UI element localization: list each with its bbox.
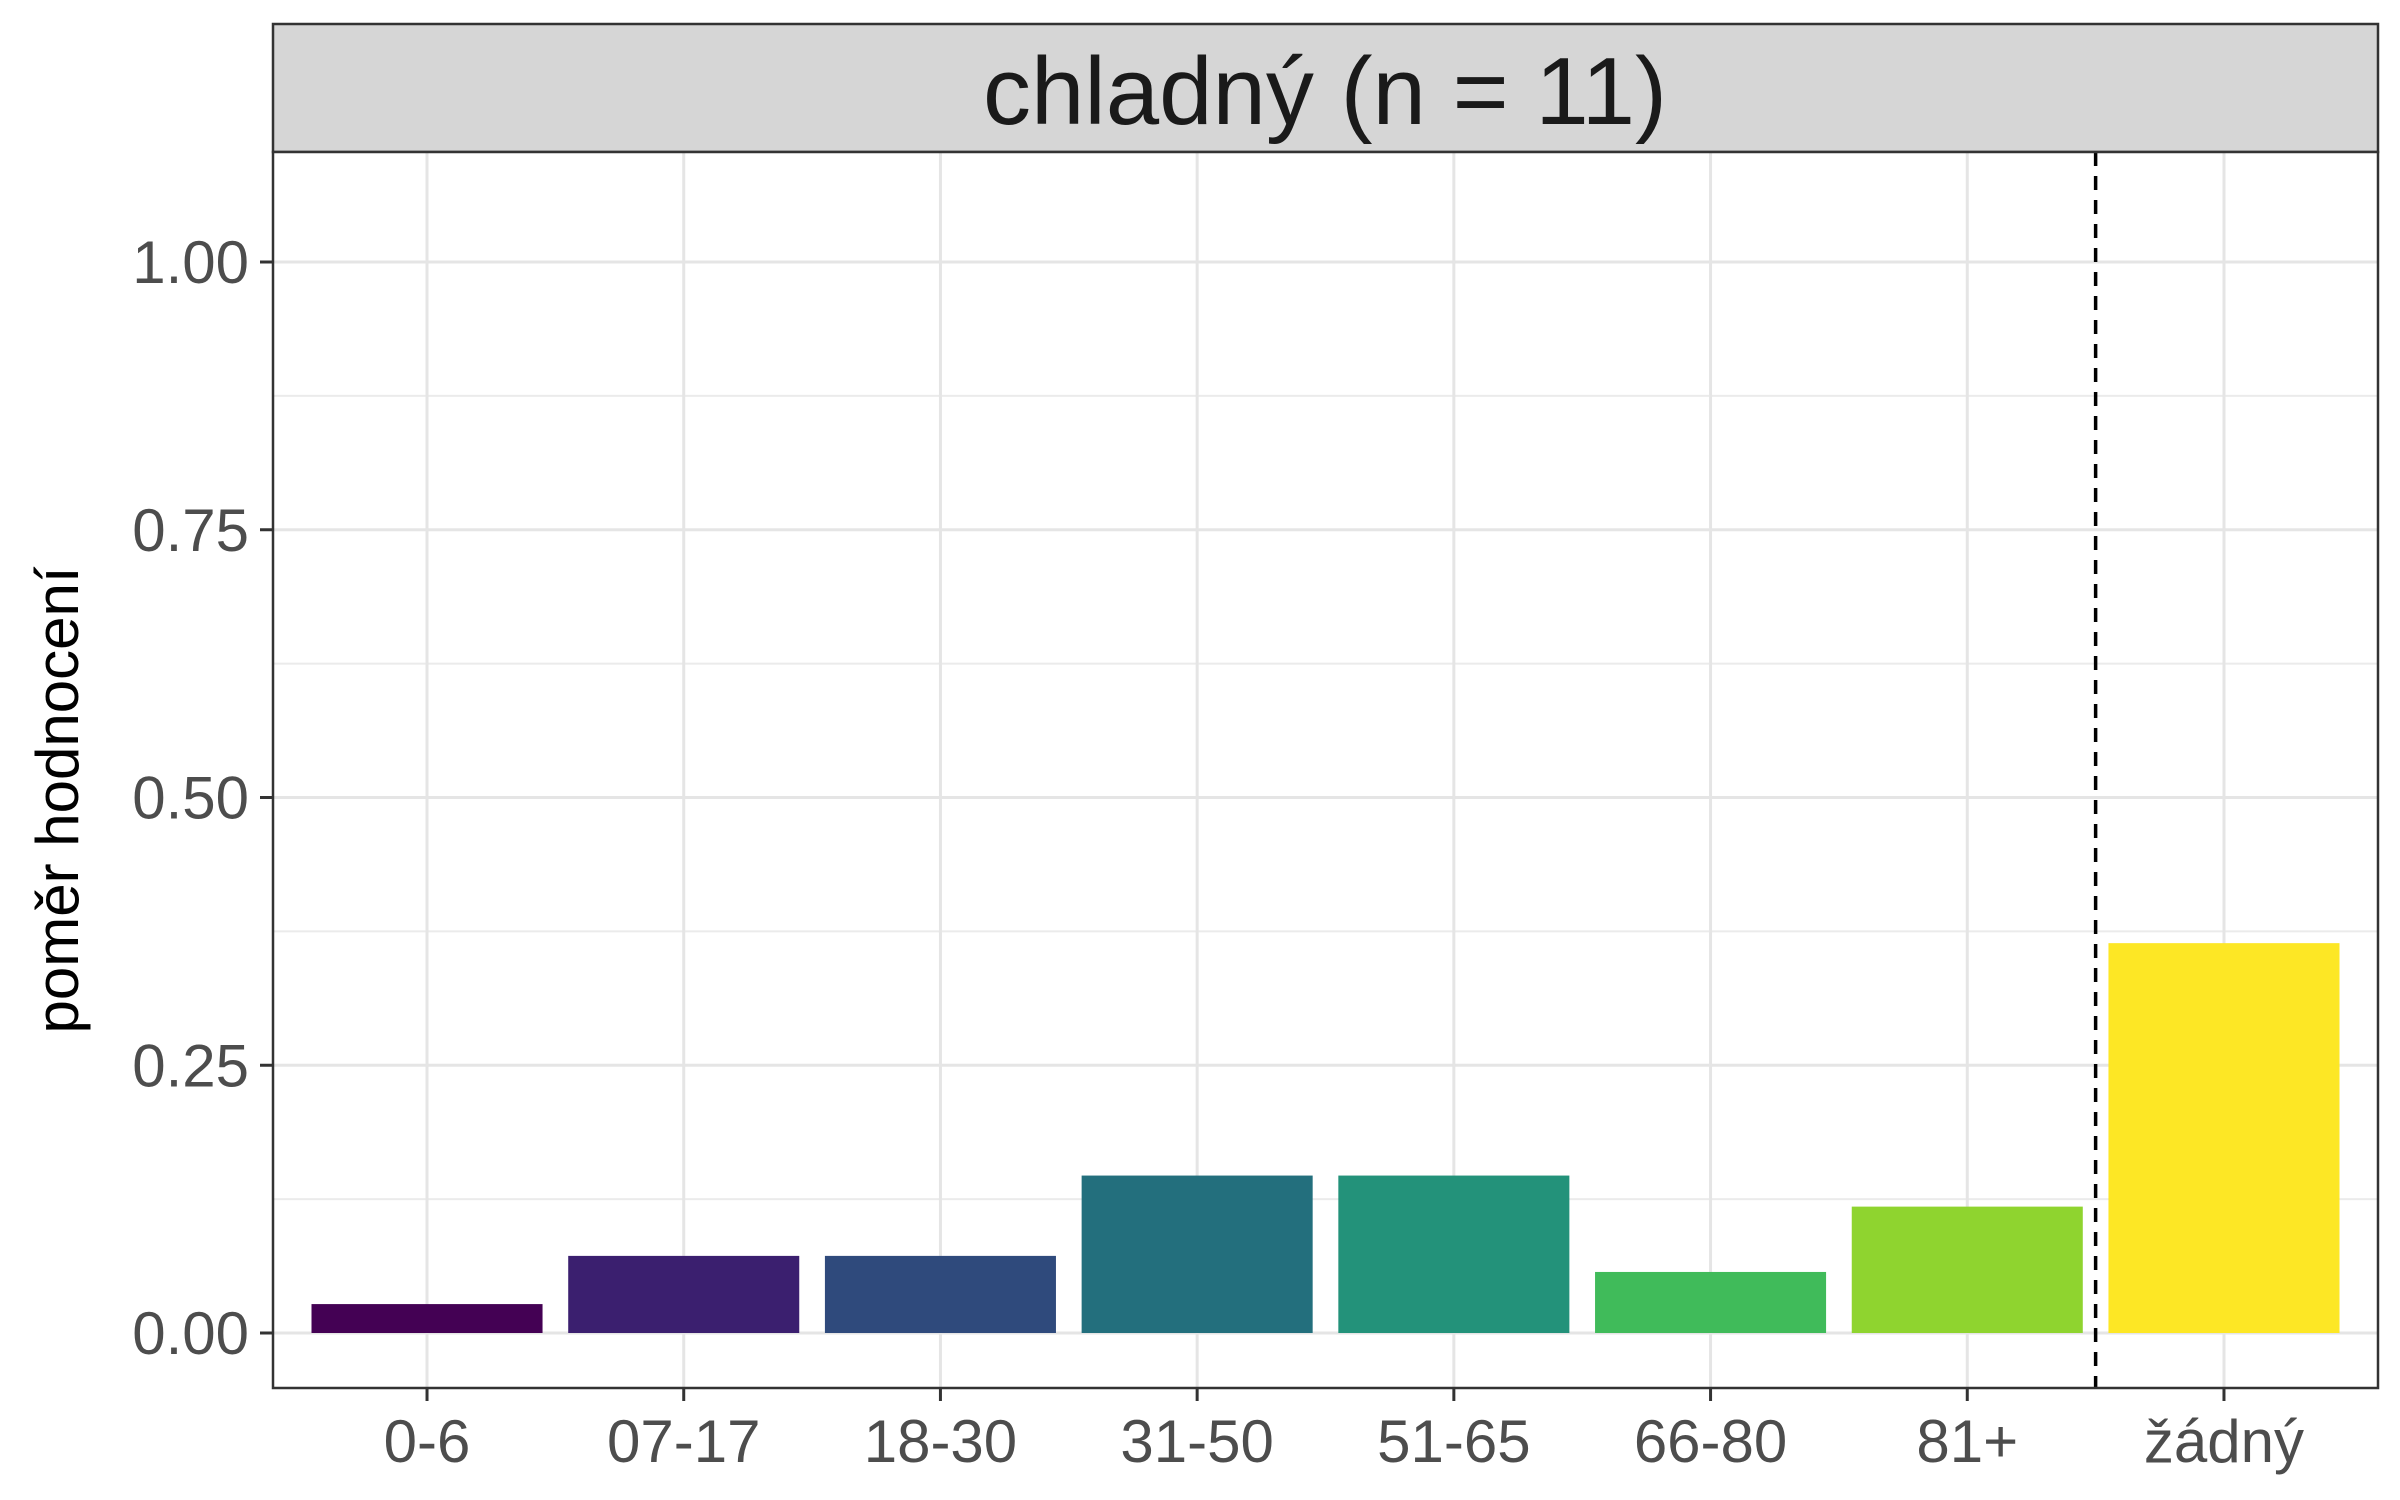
bar-07-17 — [568, 1255, 800, 1333]
plot-panel-border — [271, 150, 2380, 1390]
bar-81+ — [1851, 1206, 2083, 1333]
x-tick-label: 81+ — [1916, 1408, 2018, 1475]
x-tick-label: 66-80 — [1634, 1408, 1787, 1475]
x-tick-label: 18-30 — [864, 1408, 1017, 1475]
x-tick-label: 31-50 — [1120, 1408, 1273, 1475]
x-axis-labels: 0-6 07-17 18-30 31-50 51-65 66-80 81+ žádný — [384, 1408, 2304, 1475]
y-axis-title: poměr hodnocení — [24, 566, 91, 1033]
bar-0-6 — [311, 1304, 543, 1333]
bar-31-50 — [1081, 1175, 1313, 1333]
bar-žádný — [2108, 943, 2340, 1333]
y-axis-labels: 0.00 0.25 0.50 0.75 1.00 — [132, 229, 249, 1367]
bars-group — [311, 943, 2340, 1333]
y-tick-label: 0.75 — [132, 497, 249, 564]
bar-51-65 — [1338, 1175, 1570, 1333]
x-tick-label: žádný — [2144, 1408, 2304, 1475]
y-tick-label: 0.25 — [132, 1032, 249, 1099]
gridlines — [273, 152, 2378, 1388]
facet-strip — [271, 22, 2380, 154]
bar-66-80 — [1595, 1271, 1827, 1333]
axis-ticks — [260, 260, 2226, 1401]
x-tick-label: 51-65 — [1377, 1408, 1530, 1475]
x-tick-label: 07-17 — [607, 1408, 760, 1475]
bar-18-30 — [824, 1255, 1056, 1333]
y-tick-label: 1.00 — [132, 229, 249, 296]
y-tick-label: 0.00 — [132, 1300, 249, 1367]
plot-panel — [273, 152, 2378, 1388]
x-tick-label: 0-6 — [384, 1408, 471, 1475]
y-tick-label: 0.50 — [132, 765, 249, 832]
facet-title: chladný (n = 11) — [983, 38, 1667, 145]
